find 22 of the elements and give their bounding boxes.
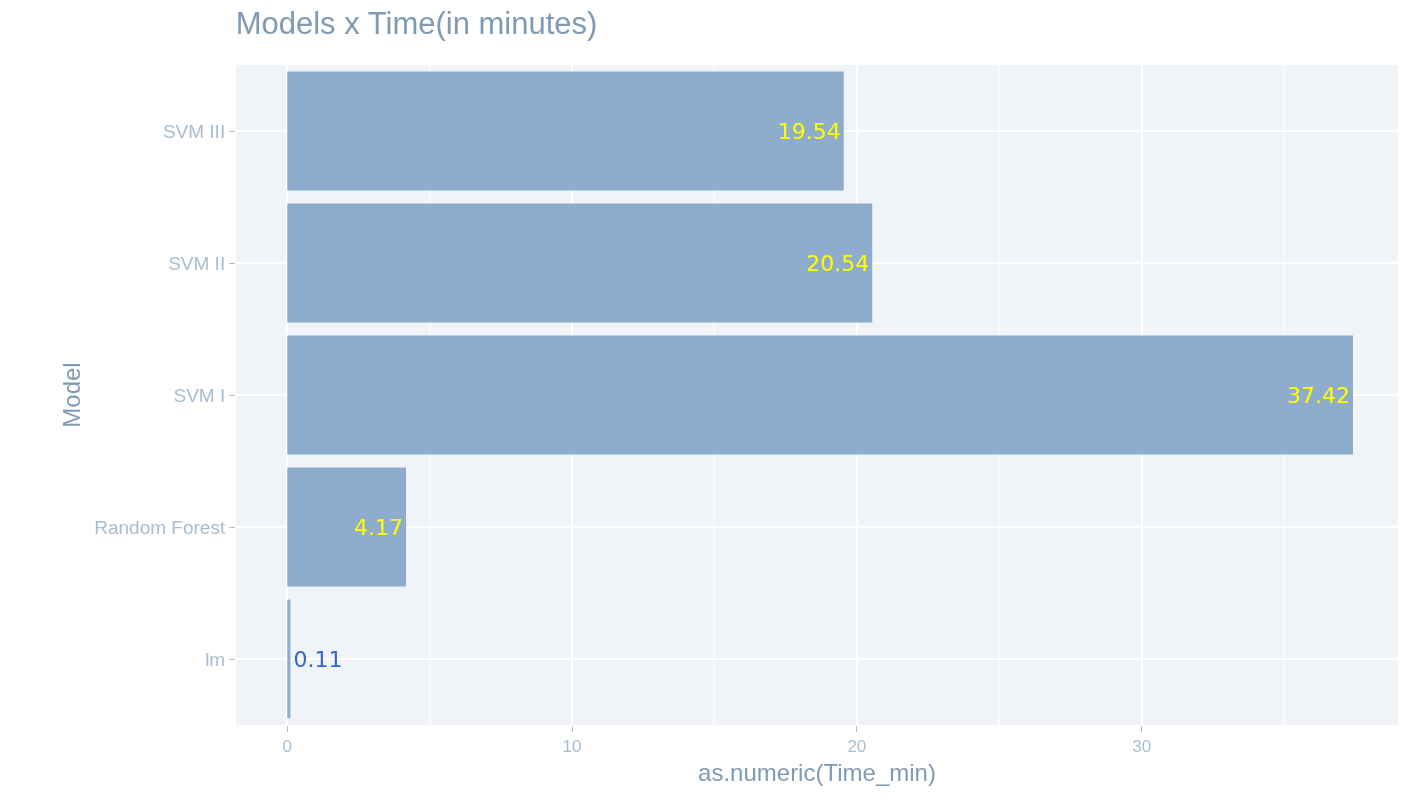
data-label: 0.11 (293, 646, 343, 672)
y-tick-label: SVM I (173, 384, 226, 406)
bar (287, 467, 407, 587)
bar (287, 599, 291, 719)
bar (287, 203, 873, 323)
y-axis-title: Model (58, 362, 86, 428)
bar (287, 71, 844, 191)
chart-title: Models x Time(in minutes) (235, 5, 598, 41)
data-label: 37.42 (1287, 382, 1350, 408)
bar (287, 335, 1353, 455)
x-axis-title: as.numeric(Time_min) (698, 758, 936, 786)
y-tick-label: Random Forest (94, 516, 226, 538)
y-tick-label: SVM II (168, 252, 226, 274)
y-tick-label: SVM III (162, 120, 226, 142)
data-label: 4.17 (354, 514, 404, 540)
x-tick-label: 0 (282, 737, 292, 757)
y-tick-label: lm (205, 648, 226, 670)
x-tick-label: 30 (1132, 737, 1152, 757)
data-label: 19.54 (777, 118, 841, 144)
data-label: 20.54 (806, 250, 870, 276)
x-tick-label: 10 (562, 737, 582, 757)
x-tick-label: 20 (847, 737, 867, 757)
